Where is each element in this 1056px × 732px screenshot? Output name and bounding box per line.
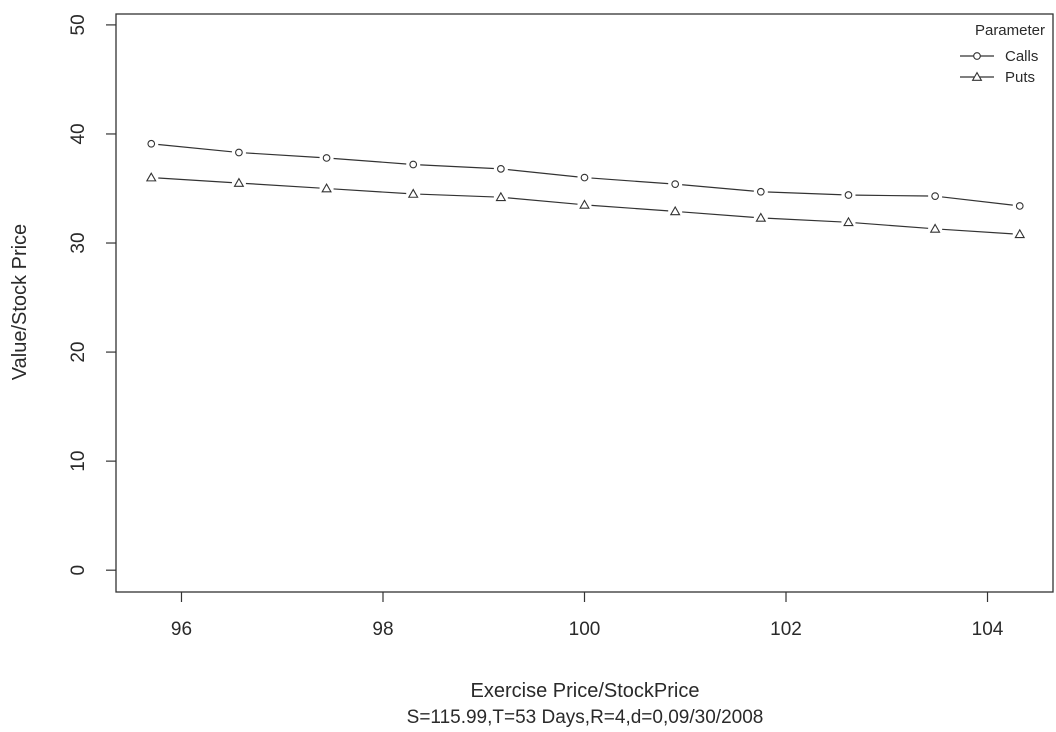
series-puts-segment (591, 204, 669, 212)
series-calls-segment (507, 168, 578, 178)
x-tick-label: 104 (972, 619, 1004, 640)
legend-marker-puts (971, 71, 983, 81)
legend-item-puts: Puts (960, 69, 1035, 86)
series-calls-point (147, 139, 156, 148)
series-puts (145, 172, 1026, 239)
series-calls-point (409, 160, 418, 169)
x-tick-label: 100 (569, 619, 601, 640)
series-puts-point (579, 199, 590, 209)
series-calls-point (580, 173, 589, 182)
series-calls-point (322, 154, 331, 162)
legend-label-puts: Puts (1005, 69, 1035, 86)
series-calls-point (1015, 202, 1024, 210)
series-puts-point (1014, 228, 1026, 239)
y-tick-label: 20 (68, 342, 89, 363)
series-puts-point (495, 191, 507, 202)
y-tick-label: 40 (68, 123, 89, 144)
y-tick-label: 30 (68, 232, 89, 253)
series-calls-point (931, 192, 939, 200)
series-puts-point (321, 182, 332, 193)
series-puts-segment (158, 177, 232, 184)
series-puts-point (407, 188, 419, 198)
series-calls (147, 139, 1024, 210)
legend-item-calls: Calls (960, 48, 1038, 65)
series-calls-point (497, 165, 505, 173)
series-puts-segment (245, 182, 320, 189)
series-calls-segment (682, 184, 754, 192)
y-tick-label: 0 (68, 565, 89, 576)
series-puts-point (755, 212, 767, 222)
series-puts-point (669, 205, 681, 216)
legend-title: Parameter (975, 22, 1045, 39)
series-puts-segment (942, 228, 1013, 235)
chart-subtitle: S=115.99,T=53 Days,R=4,d=0,09/30/2008 (407, 707, 764, 728)
series-calls-segment (942, 196, 1013, 206)
x-tick-label: 98 (372, 619, 393, 640)
x-tick-label: 102 (770, 619, 802, 640)
legend-label-calls: Calls (1005, 48, 1038, 65)
series-puts-segment (420, 193, 494, 198)
series-calls-point (235, 148, 243, 157)
x-axis: 96 98 100 102 104 (171, 592, 1004, 640)
y-axis-label: Value/Stock Price (9, 224, 31, 380)
series-puts-segment (507, 197, 578, 205)
series-calls-point (844, 191, 853, 199)
legend-items: Calls Puts (960, 48, 1038, 86)
series-calls-segment (591, 177, 669, 185)
series-calls-segment (767, 191, 842, 196)
series-puts-segment (682, 211, 754, 219)
series-layer (145, 139, 1026, 239)
legend-marker-calls (973, 52, 981, 60)
series-calls-segment (333, 157, 407, 165)
series-puts-segment (767, 217, 842, 223)
x-axis-label: Exercise Price/StockPrice (471, 680, 700, 702)
legend: Parameter Calls Puts (960, 22, 1045, 86)
series-calls-segment (855, 194, 929, 197)
series-calls-point (756, 187, 765, 196)
series-calls-point (671, 180, 680, 188)
y-tick-label: 10 (68, 451, 89, 472)
series-calls-segment (158, 143, 233, 153)
series-calls-segment (245, 152, 320, 159)
series-puts-point (929, 223, 941, 233)
y-axis: 0 10 20 30 40 50 (68, 14, 116, 575)
series-puts-point (145, 172, 157, 182)
plot-frame (115, 13, 1054, 593)
y-tick-label: 50 (68, 14, 89, 35)
series-calls-segment (420, 164, 494, 170)
x-tick-label: 96 (171, 619, 192, 640)
series-puts-segment (333, 188, 407, 195)
series-puts-point (843, 216, 854, 227)
series-puts-segment (855, 222, 929, 229)
series-puts-point (233, 177, 245, 187)
